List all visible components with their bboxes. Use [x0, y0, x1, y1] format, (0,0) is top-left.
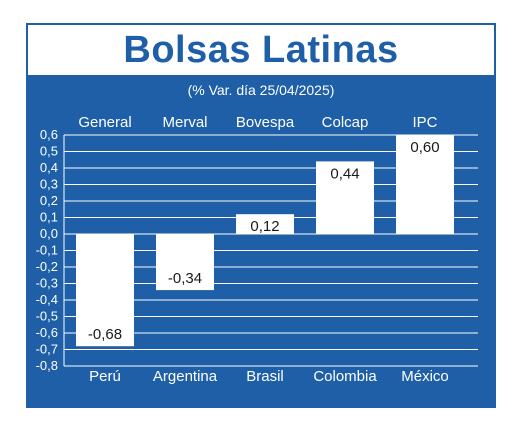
y-tick-label: -0,5 — [36, 309, 58, 324]
bar-chart: 0,6 0,50,4 0,30,2 0,10,0 -0,1-0,2 -0,3-0,4 -0,… — [36, 114, 478, 385]
category-label: Argentina — [153, 368, 218, 385]
y-tick-label: -0,8 — [36, 358, 58, 373]
data-label: -0,34 — [168, 270, 202, 287]
y-tick-label: 0,4 — [40, 160, 58, 175]
y-tick-label: -0,4 — [36, 292, 58, 307]
y-tick-label: -0,3 — [36, 276, 58, 291]
index-label: General — [78, 114, 131, 131]
bar — [156, 234, 214, 291]
index-label: IPC — [412, 114, 437, 131]
data-label: 0,44 — [330, 165, 359, 182]
y-tick-label: 0,6 — [40, 127, 58, 142]
chart-title: Bolsas Latinas — [123, 28, 399, 71]
bar — [316, 161, 374, 234]
category-label: Colombia — [313, 368, 377, 385]
y-tick-label: 0,3 — [40, 177, 58, 192]
bar — [396, 135, 454, 234]
bar — [236, 214, 294, 234]
y-tick-label: 0,0 — [40, 226, 58, 241]
data-label: -0,68 — [88, 326, 122, 343]
data-label: 0,12 — [250, 218, 279, 235]
data-label: 0,60 — [410, 139, 439, 156]
chart-subtitle: (% Var. día 25/04/2025) — [187, 82, 335, 98]
index-label: Merval — [162, 114, 207, 131]
y-tick-label: 0,1 — [40, 210, 58, 225]
index-label: Colcap — [322, 114, 369, 131]
title-box: Bolsas Latinas — [28, 25, 494, 75]
y-tick-label: -0,1 — [36, 243, 58, 258]
y-tick-label: -0,2 — [36, 259, 58, 274]
y-tick-label: -0,7 — [36, 342, 58, 357]
bar — [76, 234, 134, 347]
y-tick-label: -0,6 — [36, 325, 58, 340]
y-tick-label: 0,5 — [40, 144, 58, 159]
chart-frame: Bolsas Latinas (% Var. día 25/04/2025) 0… — [26, 23, 496, 408]
category-label: México — [401, 368, 449, 385]
category-label: Perú — [89, 368, 121, 385]
category-label: Brasil — [246, 368, 284, 385]
index-label: Bovespa — [236, 114, 295, 131]
y-tick-label: 0,2 — [40, 193, 58, 208]
